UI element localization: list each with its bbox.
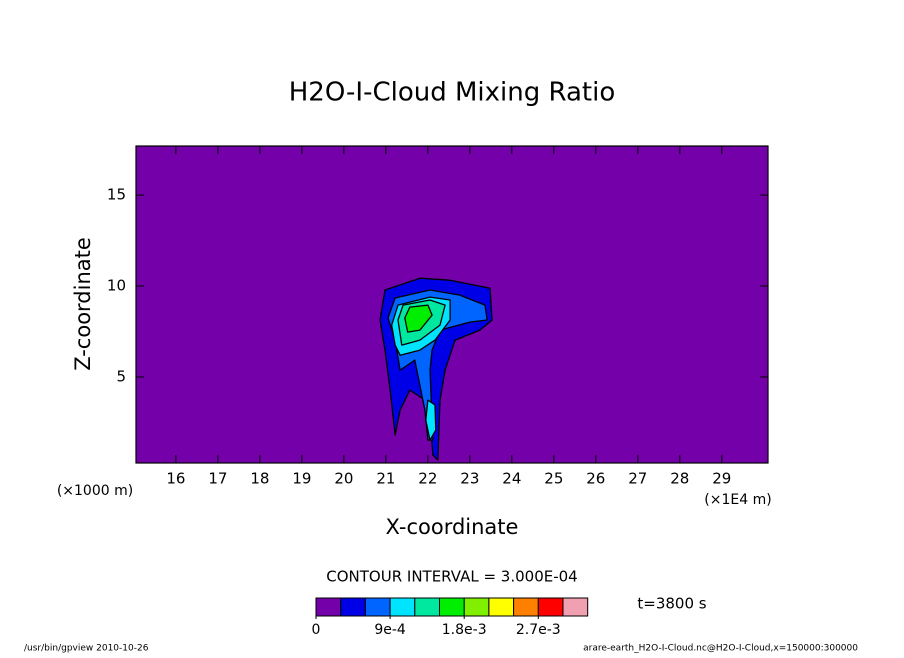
x-tick-label: 18: [250, 470, 269, 488]
footer-left: /usr/bin/gpview 2010-10-26: [24, 644, 149, 654]
x-tick-label: 25: [544, 470, 563, 488]
x-tick-label: 29: [712, 470, 731, 488]
y-tick-label: 5: [116, 367, 126, 385]
x-tick-label: 22: [418, 470, 437, 488]
contour-interval: CONTOUR INTERVAL = 3.000E-04: [326, 568, 577, 586]
colorbar-tick-label: 9e-4: [374, 622, 406, 638]
colorbar-box: [463, 597, 490, 617]
y-axis-label: Z-coordinate: [71, 237, 95, 371]
x-axis-label: X-coordinate: [386, 515, 519, 539]
x-tick-label: 16: [166, 470, 185, 488]
x-tick-label: 19: [292, 470, 311, 488]
x-tick-label: 23: [460, 470, 479, 488]
colorbar-tick-label: 1.8e-3: [442, 622, 487, 638]
x-tick-label: 21: [376, 470, 395, 488]
colorbar: 0 9e-4 1.8e-3 2.7e-3: [312, 597, 589, 638]
colorbar-box: [537, 597, 564, 617]
x-tick-label: 20: [334, 470, 353, 488]
x-tick-label: 26: [586, 470, 605, 488]
colorbar-box: [315, 597, 342, 617]
contour-region: [425, 399, 437, 441]
colorbar-box: [562, 597, 589, 617]
y-tick-label: 15: [107, 186, 126, 204]
x-tick-label: 17: [208, 470, 227, 488]
colorbar-box: [488, 597, 515, 617]
time-label: t=3800 s: [637, 595, 706, 613]
footer-right: arare-earth_H2O-I-Cloud.nc@H2O-I-Cloud,x…: [583, 644, 858, 654]
colorbar-box: [389, 597, 416, 617]
colorbar-box: [414, 597, 440, 617]
x-unit: (×1E4 m): [704, 492, 771, 508]
colorbar-tick-label: 0: [312, 622, 321, 638]
x-tick-label: 27: [628, 470, 647, 488]
y-unit: (×1000 m): [57, 483, 133, 499]
colorbar-box: [364, 597, 391, 617]
x-tick-label: 24: [502, 470, 521, 488]
colorbar-tick-label: 2.7e-3: [516, 622, 561, 638]
x-tick-label: 28: [670, 470, 689, 488]
colorbar-box: [513, 597, 539, 617]
y-tick-label: 10: [107, 277, 126, 295]
colorbar-box: [340, 597, 366, 617]
contour-region: [404, 304, 433, 333]
plot-area: 16 17 18 19 20 21 22 23 24 25 26 27 28 29 5 10 15: [107, 145, 769, 488]
colorbar-box: [439, 597, 465, 617]
plot-frame: [135, 145, 769, 464]
chart-title: H2O-I-Cloud Mixing Ratio: [289, 78, 616, 108]
